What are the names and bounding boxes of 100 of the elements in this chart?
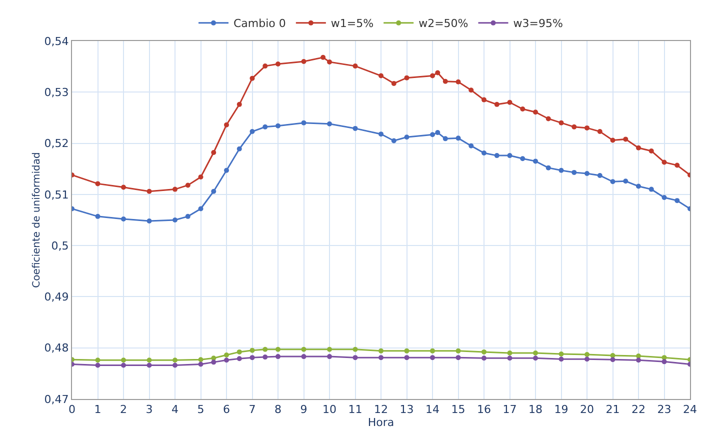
line-series: [72, 54, 690, 194]
point: [211, 360, 216, 365]
point: [276, 123, 280, 128]
legend-label: Cambio 0: [234, 17, 286, 30]
point: [597, 129, 602, 134]
point: [430, 348, 435, 354]
point: [224, 358, 229, 363]
legend-label: w1=5%: [330, 17, 374, 30]
point: [378, 73, 384, 78]
x-tick-label: 24: [683, 403, 697, 416]
y-tick-label: 0,49: [44, 290, 69, 304]
point: [507, 153, 512, 158]
x-tick-label: 23: [657, 403, 672, 416]
point: [636, 184, 641, 189]
y-tick-label: 0,51: [44, 188, 69, 202]
line-series: [72, 354, 690, 368]
x-tick-label: 9: [300, 403, 308, 416]
point: [352, 64, 358, 69]
point: [95, 214, 100, 219]
point: [198, 357, 204, 362]
point: [468, 143, 474, 148]
y-tick-label: 0,5: [51, 239, 69, 252]
point: [597, 173, 602, 178]
point: [391, 138, 396, 144]
point: [572, 124, 577, 130]
point: [211, 356, 216, 361]
point: [494, 153, 500, 158]
x-tick-label: 5: [197, 403, 204, 416]
x-tick-label: 4: [172, 403, 178, 416]
point: [404, 75, 410, 80]
point: [146, 358, 152, 363]
point: [327, 354, 332, 360]
x-tick-label: 2: [120, 403, 127, 416]
point: [546, 116, 551, 122]
point: [404, 355, 410, 360]
point: [533, 350, 538, 356]
point: [520, 106, 526, 112]
point: [648, 148, 654, 154]
point: [378, 348, 384, 354]
point: [301, 354, 306, 360]
x-tick-label: 19: [554, 403, 568, 416]
point: [456, 136, 461, 141]
point: [172, 358, 178, 363]
point: [430, 73, 435, 78]
point: [636, 358, 641, 363]
point: [320, 54, 326, 60]
legend-label: w2=50%: [418, 17, 468, 30]
point: [276, 346, 280, 352]
point: [442, 136, 448, 142]
point: [185, 182, 190, 188]
point: [662, 359, 667, 364]
point: [198, 174, 204, 180]
line-series: [72, 120, 690, 224]
x-tick-label: 12: [374, 403, 388, 416]
point: [468, 88, 474, 93]
point: [172, 218, 178, 222]
point: [584, 125, 590, 130]
point: [185, 214, 190, 219]
point: [558, 356, 564, 362]
x-tick-label: 6: [223, 403, 230, 416]
point: [276, 354, 280, 360]
y-tick-label: 0,54: [44, 34, 69, 48]
point: [533, 356, 538, 361]
x-tick-label: 10: [322, 403, 336, 416]
point: [623, 136, 628, 142]
point: [262, 124, 268, 130]
x-tick-label: 3: [146, 403, 153, 416]
point: [198, 362, 204, 367]
y-axis-title: Coeficiente de uniformidad: [31, 152, 42, 288]
point: [662, 355, 667, 360]
point: [236, 102, 242, 107]
point: [482, 356, 486, 361]
point: [95, 362, 100, 368]
x-tick-label: 15: [451, 403, 466, 416]
point: [456, 348, 461, 354]
x-tick-label: 0: [68, 403, 76, 416]
point: [262, 64, 268, 69]
point: [404, 348, 410, 354]
point: [262, 354, 268, 360]
point: [121, 362, 126, 368]
x-tick-label: 22: [632, 403, 646, 416]
point: [584, 356, 590, 362]
point: [584, 170, 590, 176]
point: [482, 97, 486, 102]
point: [662, 160, 667, 165]
point: [327, 346, 332, 352]
x-tick-label: 13: [400, 403, 414, 416]
point: [250, 129, 255, 134]
y-tick-label: 0,53: [44, 86, 69, 99]
point: [198, 206, 204, 212]
line-series: [72, 346, 690, 363]
point: [430, 355, 435, 360]
point: [507, 350, 512, 356]
point: [674, 198, 680, 204]
point: [224, 168, 229, 173]
x-tick-label: 16: [477, 403, 491, 416]
point: [391, 80, 396, 86]
point: [327, 59, 332, 64]
x-tick-label: 17: [502, 403, 517, 416]
y-tick-label: 0,52: [44, 137, 69, 150]
